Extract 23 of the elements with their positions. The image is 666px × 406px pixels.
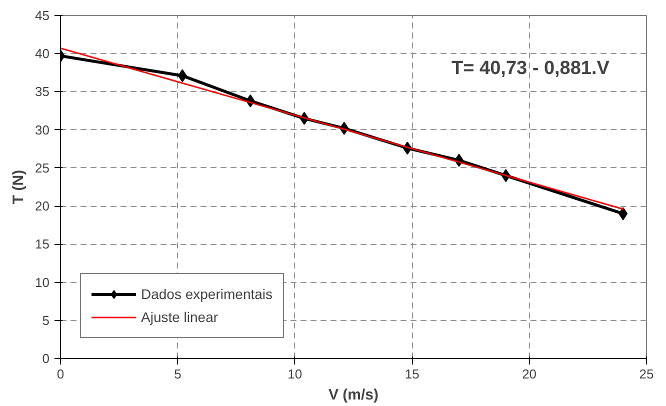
- x-tick-label: 20: [522, 366, 537, 382]
- legend-label: Ajuste linear: [141, 309, 218, 325]
- y-tick-label: 25: [35, 160, 50, 176]
- x-tick-label: 10: [288, 366, 302, 382]
- y-axis-title: T (N): [10, 170, 28, 204]
- annotation: T= 40,73 - 0,881.V: [452, 58, 610, 79]
- y-tick-label: 35: [35, 84, 50, 100]
- y-tick-label: 45: [35, 8, 50, 23]
- x-tick-label: 0: [56, 366, 64, 382]
- point: [178, 69, 187, 82]
- y-tick-label: 20: [35, 198, 50, 214]
- x-tick-label: 25: [639, 366, 654, 382]
- x-tick-label: 5: [174, 366, 182, 382]
- y-tick-label: 15: [35, 236, 50, 252]
- y-tick-label: 5: [42, 312, 50, 328]
- legend-label: Dados experimentais: [141, 286, 273, 302]
- y-tick-label: 30: [35, 122, 50, 138]
- x-axis-title: V (m/s): [328, 386, 379, 404]
- y-tick-label: 10: [35, 274, 50, 290]
- point: [618, 207, 628, 220]
- x-tick-label: 15: [404, 366, 420, 382]
- y-tick-label: 0: [42, 351, 50, 366]
- y-tick-label: 40: [35, 46, 50, 62]
